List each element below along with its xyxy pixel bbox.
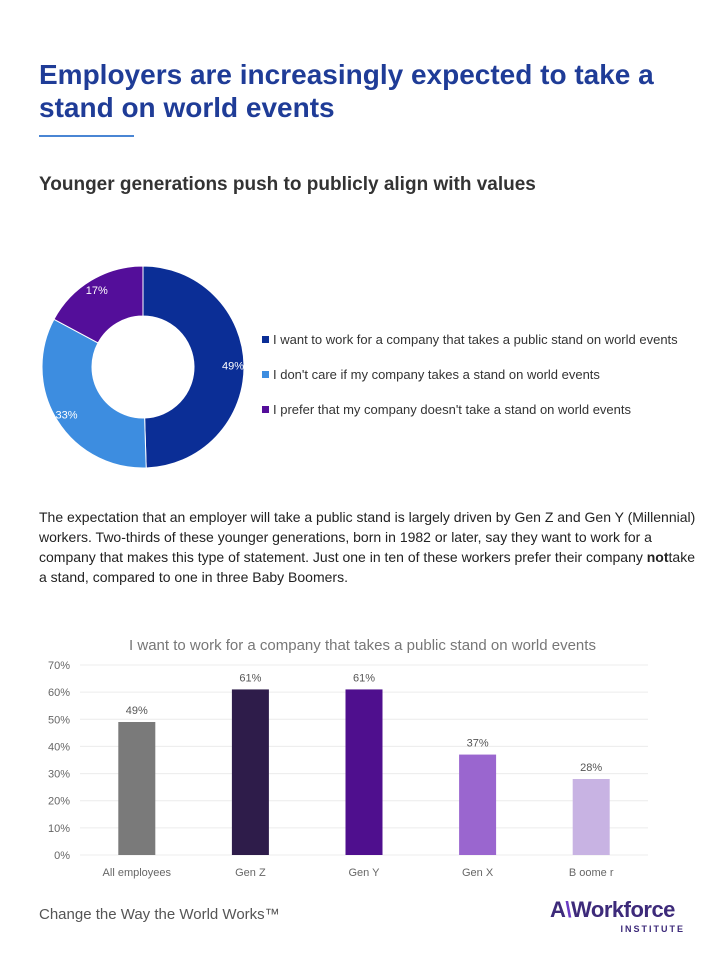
logo-letter: A — [550, 897, 566, 922]
logo-word: Workforce — [571, 897, 675, 922]
bar-data-label: 61% — [353, 672, 375, 684]
logo-wordmark: A\Workforce — [550, 898, 685, 922]
legend-swatch — [262, 336, 269, 343]
donut-chart: 49% 33% 17% — [41, 265, 245, 469]
donut-data-label: 49% — [222, 361, 244, 373]
logo-slash: \ — [565, 897, 572, 922]
x-tick-label: Gen X — [462, 867, 494, 879]
title-underline — [39, 135, 134, 137]
bar-chart-title: I want to work for a company that takes … — [129, 637, 596, 654]
paragraph-bold-text: not — [646, 549, 669, 565]
legend-label: I don't care if my company takes a stand… — [273, 367, 600, 382]
legend-swatch — [262, 406, 269, 413]
y-tick-label: 50% — [48, 714, 70, 726]
donut-data-label: 33% — [56, 409, 78, 421]
y-tick-label: 70% — [48, 660, 70, 672]
bar — [572, 779, 610, 855]
y-tick-label: 60% — [48, 687, 70, 699]
y-tick-label: 10% — [48, 823, 70, 835]
legend-item: I prefer that my company doesn't take a … — [262, 392, 678, 427]
y-tick-label: 20% — [48, 796, 70, 808]
legend-item: I don't care if my company takes a stand… — [262, 357, 678, 392]
donut-legend: I want to work for a company that takes … — [262, 322, 678, 427]
x-tick-label: All employees — [103, 867, 172, 879]
bar-data-label: 28% — [580, 762, 602, 774]
y-tick-label: 30% — [48, 769, 70, 781]
donut-slice — [41, 318, 147, 469]
donut-data-label: 17% — [86, 285, 108, 297]
paragraph-text-2: take a stand, compared to one in three B… — [39, 549, 695, 585]
bar — [231, 689, 269, 855]
legend-label: I want to work for a company that takes … — [273, 332, 678, 347]
paragraph-text-1: The expectation that an employer will ta… — [39, 509, 696, 565]
donut-slice — [142, 265, 245, 469]
x-tick-label: B oome r — [569, 867, 614, 879]
legend-item: I want to work for a company that takes … — [262, 322, 678, 357]
x-tick-label: Gen Z — [235, 867, 266, 879]
page-subtitle: Younger generations push to publicly ali… — [39, 174, 536, 195]
page-title: Employers are increasingly expected to t… — [39, 59, 654, 123]
donut-slice — [53, 265, 144, 344]
y-tick-label: 40% — [48, 741, 70, 753]
bar — [118, 722, 156, 855]
legend-swatch — [262, 371, 269, 378]
body-paragraph: The expectation that an employer will ta… — [39, 507, 699, 587]
bar-data-label: 49% — [126, 705, 148, 717]
footer-tagline: Change the Way the World Works™ — [39, 906, 280, 923]
bar — [459, 754, 497, 855]
workforce-institute-logo: A\Workforce INSTITUTE — [550, 898, 685, 935]
bar-chart: 0% 10% 20% 30% 40% 50% 60% 70% 49% All employees 6… — [48, 660, 648, 879]
logo-subtitle: INSTITUTE — [620, 924, 685, 934]
bar — [345, 689, 383, 855]
x-tick-label: Gen Y — [349, 867, 381, 879]
bar-data-label: 37% — [467, 738, 489, 750]
legend-label: I prefer that my company doesn't take a … — [273, 402, 632, 417]
y-tick-label: 0% — [54, 850, 70, 862]
bar-data-label: 61% — [239, 672, 261, 684]
